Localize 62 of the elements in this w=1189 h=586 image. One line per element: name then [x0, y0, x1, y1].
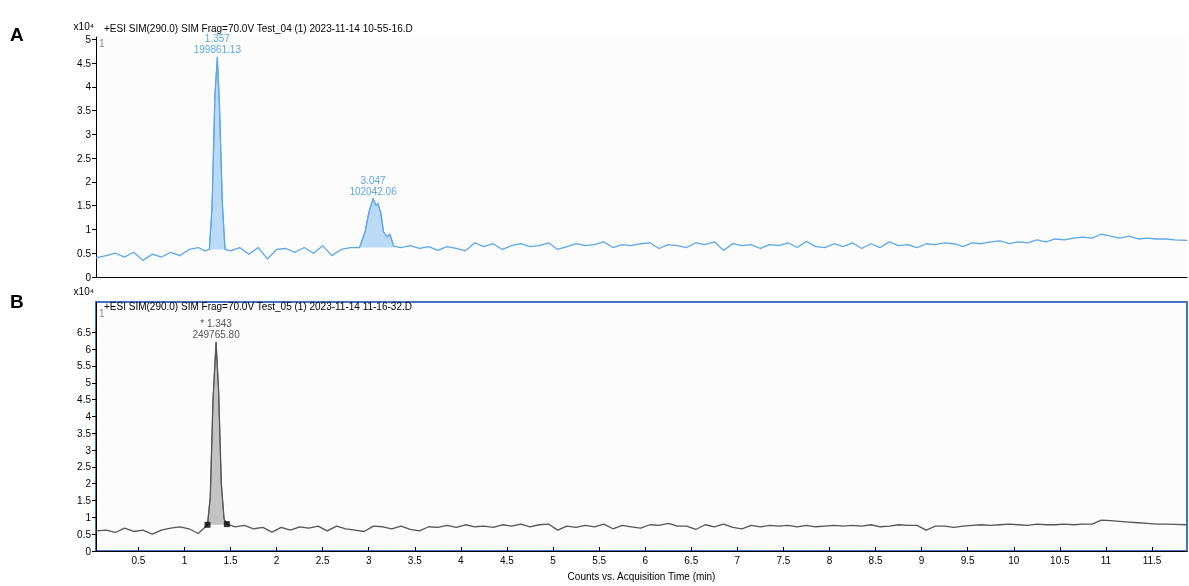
- y-tick-label: 3: [85, 128, 92, 140]
- text: A: [10, 24, 24, 45]
- chart-title: +ESI SIM(290.0) SIM Frag=70.0V Test_05 (1) 2023-11-14 11-16-32.D: [104, 300, 412, 312]
- y-tick-label: 2.5: [77, 152, 92, 164]
- x-tick-label: 11: [1100, 554, 1112, 566]
- text: B: [10, 291, 24, 312]
- y-tick-label: 0.5: [77, 528, 92, 540]
- x-axis-title: Counts vs. Acquisition Time (min): [567, 570, 716, 582]
- x-tick-label: 11.5: [1142, 554, 1162, 566]
- y-tick-label: 3.5: [77, 427, 92, 439]
- x-tick-label: 9.5: [960, 554, 976, 566]
- y-tick-label: 4.5: [77, 57, 92, 69]
- y-tick-label: 4: [85, 81, 92, 93]
- x-tick-label: 5.5: [592, 554, 607, 566]
- y-tick-label: 3: [85, 444, 92, 456]
- x-tick-label: 5: [550, 554, 557, 566]
- annotation: 3.047 102042.06: [349, 174, 398, 197]
- x-tick-label: 3.5: [407, 554, 423, 566]
- line-series: [95, 341, 1188, 535]
- y-tick-label: 4: [85, 410, 92, 422]
- x-tick-label: 2: [273, 554, 280, 566]
- x-tick-label: 2.5: [315, 554, 331, 566]
- x-tick-label: 0.5: [131, 554, 146, 566]
- x-tick-label: 7: [734, 554, 741, 566]
- x-tick-label: 6.5: [684, 554, 699, 566]
- x-tick-label: 1: [181, 554, 188, 566]
- y-tick-label: 0: [85, 271, 92, 283]
- annotation: 1: [99, 37, 105, 49]
- x-tick-label: 4: [458, 554, 465, 566]
- x-tick-label: 10.5: [1050, 554, 1071, 566]
- x-tick-label: 3: [365, 554, 372, 566]
- y-tick-label: 2: [85, 176, 92, 188]
- y-tick-label: 6.5: [77, 326, 92, 338]
- y-tick-label: 6: [85, 343, 92, 355]
- x-tick-label: 8.5: [868, 554, 883, 566]
- y-tick-label: 0: [85, 545, 92, 557]
- x-tick-label: 4.5: [500, 554, 515, 566]
- x-tick-label: 8: [826, 554, 833, 566]
- y-tick-label: 1: [85, 511, 92, 523]
- y-tick-label: 0.5: [77, 247, 92, 259]
- y-tick-label: 2: [85, 478, 92, 490]
- x-tick-label: 1.5: [223, 554, 238, 566]
- y-tick-label: 3.5: [77, 105, 92, 117]
- y-tick-label: 1.5: [77, 495, 92, 507]
- x-tick-label: 7.5: [776, 554, 791, 566]
- y-tick-label: 1: [85, 223, 92, 235]
- y-tick-label: 5: [85, 377, 92, 389]
- annotation: * 1.343 249765.80: [192, 318, 241, 341]
- x-tick-label: 10: [1008, 554, 1020, 566]
- chart-title: +ESI SIM(290.0) SIM Frag=70.0V Test_04 (1) 2023-11-14 10-55-16.D: [104, 22, 413, 34]
- y-tick-label: 1.5: [77, 200, 92, 212]
- y-axis-title: x10⁴: [73, 20, 94, 32]
- x-tick-label: 6: [642, 554, 649, 566]
- y-axis-title: x10⁴: [73, 285, 94, 297]
- y-tick-label: 4.5: [77, 394, 92, 406]
- x-tick-label: 9: [918, 554, 925, 566]
- annotation: 1.357 199861.13: [193, 33, 242, 56]
- line-series: [95, 56, 1188, 262]
- y-tick-label: 2.5: [77, 461, 92, 473]
- annotation: 1: [99, 307, 105, 319]
- y-tick-label: 5.5: [77, 360, 92, 372]
- y-tick-label: 5: [85, 33, 92, 45]
